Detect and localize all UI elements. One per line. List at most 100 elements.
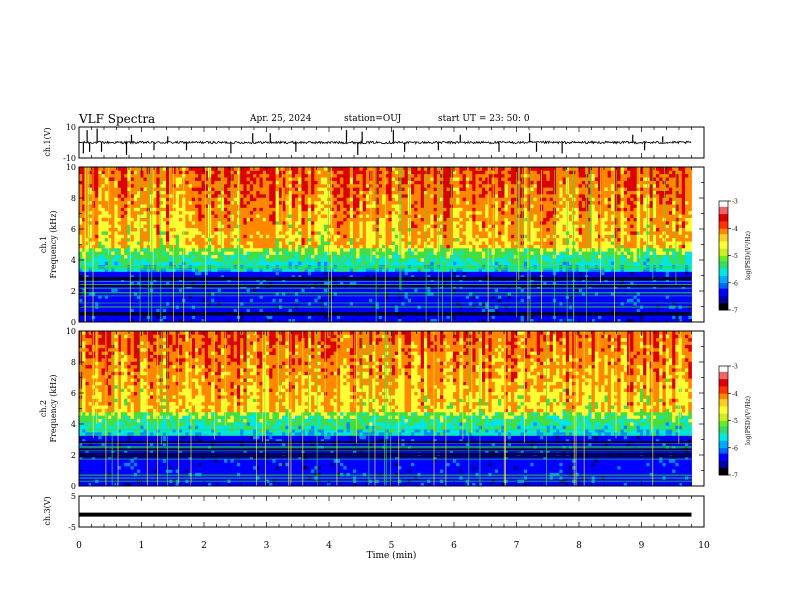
spectrum-cell <box>320 183 325 188</box>
spectrum-cell <box>394 234 399 239</box>
spectrum-cell <box>278 257 283 262</box>
spectrum-cell <box>259 173 264 178</box>
spectrum-cell <box>117 315 122 320</box>
spectrum-cell <box>275 210 280 215</box>
spectrum-cell <box>404 274 409 279</box>
spectrum-cell <box>359 237 364 242</box>
spectrum-cell <box>114 315 119 320</box>
spectrum-cell <box>301 271 306 276</box>
spectrum-cell <box>388 274 393 279</box>
spectrum-cell <box>307 274 312 279</box>
spectrum-cell <box>230 241 235 245</box>
spectrum-cell <box>195 301 199 306</box>
spectrum-cell <box>88 167 93 171</box>
spectrum-cell <box>85 190 90 195</box>
spectrum-cell <box>414 167 418 171</box>
spectrum-cell <box>382 281 386 286</box>
spectrum-cell <box>375 234 380 239</box>
spectrum-cell <box>82 281 86 286</box>
spectrum-cell <box>162 298 167 303</box>
spectrum-cell <box>398 288 402 293</box>
spectrum-cell <box>327 281 331 286</box>
spectrum-cell <box>253 200 257 205</box>
spectrum-cell <box>130 247 135 252</box>
spectrum-cell <box>162 291 167 296</box>
spectrum-cell <box>298 190 302 195</box>
spectrum-cell <box>388 247 393 252</box>
spectrum-cell <box>336 167 341 171</box>
spectrum-cell <box>140 288 144 293</box>
spectrum-cell <box>133 170 138 175</box>
spectrum-cell <box>159 254 164 259</box>
spectrum-cell <box>298 173 302 178</box>
spectrum-cell <box>91 210 96 215</box>
spectrum-cell <box>195 234 199 239</box>
spectrum-cell <box>195 254 199 259</box>
spectrum-cell <box>195 207 199 212</box>
spectrum-cell <box>211 257 215 262</box>
spectrum-cell <box>127 170 131 175</box>
spectrum-cell <box>269 170 273 175</box>
spectrum-cell <box>272 220 277 225</box>
spectrum-cell <box>198 193 202 198</box>
spectrum-cell <box>275 281 280 286</box>
spectrum-cell <box>114 254 119 259</box>
spectrum-cell <box>278 295 283 299</box>
spectrum-cell <box>343 241 347 245</box>
spectrum-cell <box>256 234 260 239</box>
spectrum-cell <box>253 308 257 313</box>
spectrum-cell <box>291 170 296 175</box>
spectrum-cell <box>153 288 157 293</box>
spectrum-cell <box>372 295 376 299</box>
spectrum-cell <box>365 247 370 252</box>
spectrum-cell <box>324 288 328 293</box>
spectrum-cell <box>359 193 364 198</box>
spectrum-cell <box>404 298 409 303</box>
spectrum-cell <box>166 220 170 225</box>
spectrum-cell <box>388 231 393 235</box>
spectrum-cell <box>188 244 193 249</box>
spectrum-cell <box>282 187 286 191</box>
spectrum-cell <box>101 308 106 313</box>
spectrum-cell <box>172 167 177 171</box>
spectrum-cell <box>382 271 386 276</box>
spectrum-cell <box>224 257 228 262</box>
spectrum-cell <box>224 241 228 245</box>
spectrum-cell <box>372 204 376 208</box>
spectrum-cell <box>91 308 96 313</box>
spectrum-cell <box>414 237 418 242</box>
spectrum-cell <box>378 237 383 242</box>
spectrum-cell <box>288 291 293 296</box>
spectrum-cell <box>117 261 122 266</box>
spectrum-cell <box>243 197 248 202</box>
spectrum-cell <box>95 207 99 212</box>
spectrum-cell <box>372 190 376 195</box>
spectrum-cell <box>359 227 364 232</box>
spectrum-cell <box>256 200 260 205</box>
spectrum-cell <box>307 193 312 198</box>
spectrum-cell <box>272 251 277 256</box>
spectrum-cell <box>79 227 83 232</box>
spectrum-cell <box>301 204 306 208</box>
spectrum-cell <box>304 190 309 195</box>
spectrum-cell <box>291 247 296 252</box>
spectrum-cell <box>340 274 344 279</box>
spectrum-cell <box>317 210 322 215</box>
spectrum-cell <box>159 220 164 225</box>
spectrum-cell <box>217 231 222 235</box>
spectrum-cell <box>188 177 193 181</box>
spectrum-cell <box>346 295 351 299</box>
spectrum-cell <box>291 237 296 242</box>
spectrum-cell <box>333 193 338 198</box>
spectrum-cell <box>220 234 225 239</box>
spectrum-cell <box>111 298 115 303</box>
spectrum-cell <box>294 173 299 178</box>
spectrum-cell <box>101 301 106 306</box>
spectrum-cell <box>169 234 173 239</box>
spectrum-cell <box>249 207 254 212</box>
spectrum-cell <box>336 217 341 222</box>
spectrum-cell <box>330 224 335 229</box>
spectrum-cell <box>317 261 322 266</box>
spectrum-cell <box>172 197 177 202</box>
spectrum-cell <box>356 180 360 185</box>
